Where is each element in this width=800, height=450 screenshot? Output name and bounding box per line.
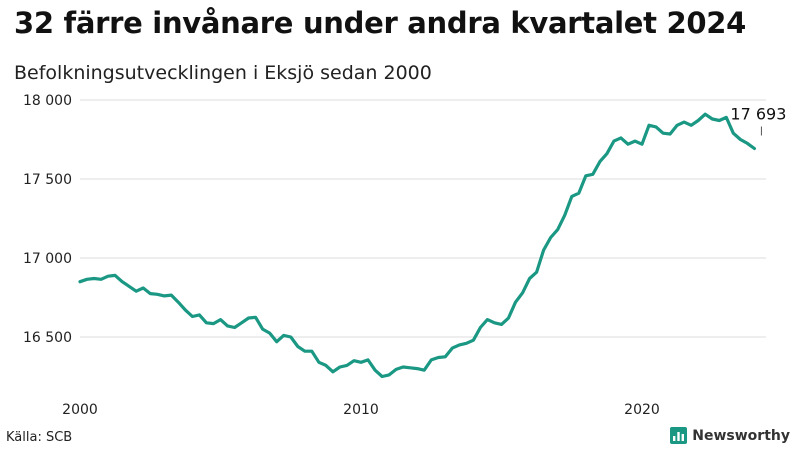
y-tick-label: 16 500 <box>23 330 72 346</box>
brand-name: Newsworthy <box>692 427 790 444</box>
chart-subtitle: Befolkningsutvecklingen i Eksjö sedan 20… <box>14 62 432 84</box>
x-tick-label: 2000 <box>62 402 98 418</box>
y-axis-labels: 16 500 17 000 17 500 18 000 <box>23 93 72 346</box>
y-tick-label: 18 000 <box>23 93 72 109</box>
x-tick-label: 2010 <box>343 402 379 418</box>
chart-title: 32 färre invånare under andra kvartalet … <box>14 6 746 40</box>
x-tick-label: 2020 <box>624 402 660 418</box>
series-layer <box>78 112 757 379</box>
x-axis-labels: 2000 2010 2020 <box>62 402 660 418</box>
bar-chart-logo-icon <box>670 427 688 444</box>
y-tick-label: 17 500 <box>23 172 72 188</box>
grid-layer <box>80 99 766 338</box>
y-tick-label: 17 000 <box>23 251 72 267</box>
annotation-layer: 17 693 <box>730 105 786 136</box>
brand-logo: Newsworthy <box>670 427 790 444</box>
source-note: Källa: SCB <box>6 430 73 445</box>
series-line <box>78 112 757 379</box>
last-value-label: 17 693 <box>730 105 786 124</box>
